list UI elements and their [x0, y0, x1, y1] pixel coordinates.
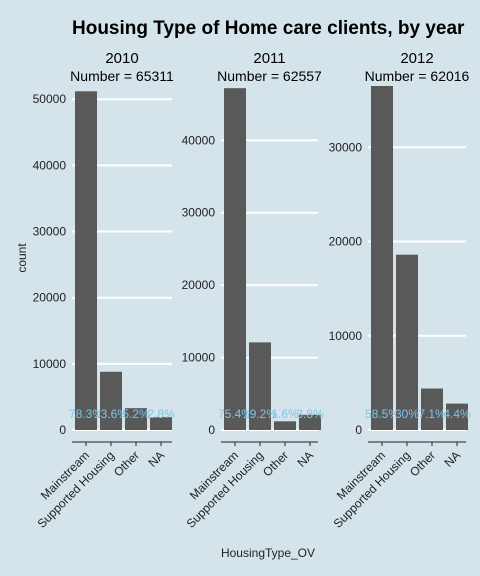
percent-label: 7.1%	[418, 407, 446, 421]
bar-other	[421, 388, 443, 430]
chart-title: Housing Type of Home care clients, by ye…	[72, 18, 465, 39]
y-tick-label: 10000	[33, 357, 67, 371]
chart-panels: 20100100002000030000400005000078.3%Mains…	[33, 50, 471, 531]
panel-subtitle: Number = 62557	[217, 68, 322, 84]
bar-other	[274, 421, 296, 430]
percent-label: 13.6%	[94, 407, 128, 421]
x-tick-label: Other	[260, 448, 291, 479]
y-tick-label: 10000	[329, 329, 363, 343]
y-tick-label: 30000	[329, 140, 363, 154]
bar-supported-housing	[249, 342, 271, 430]
y-tick-label: 50000	[33, 92, 67, 106]
x-tick-label: Other	[111, 448, 142, 479]
y-tick-label: 20000	[329, 235, 363, 249]
y-tick-label: 20000	[182, 278, 216, 292]
bar-supported-housing	[100, 371, 122, 430]
y-tick-label: 0	[355, 423, 362, 437]
panel-title: 2011	[253, 50, 285, 67]
y-tick-label: 40000	[182, 133, 216, 147]
percent-label: 4.4%	[443, 407, 471, 421]
percent-label: 19.2%	[243, 407, 277, 421]
bar-mainstream	[75, 91, 97, 431]
panel-subtitle: Number = 65311	[70, 68, 174, 84]
bar-supported-housing	[396, 254, 418, 430]
percent-label: 1.6%	[271, 407, 299, 421]
percent-label: 2.8%	[147, 407, 175, 421]
panel-title: 2010	[105, 50, 138, 67]
percent-label: 30%	[395, 407, 419, 421]
y-tick-label: 30000	[33, 225, 67, 239]
y-tick-label: 10000	[182, 351, 216, 365]
y-tick-label: 30000	[182, 206, 216, 220]
panel-subtitle: Number = 62016	[365, 68, 470, 84]
percent-label: 75.4%	[218, 407, 252, 421]
x-axis-title: HousingType_OV	[221, 546, 315, 560]
percent-label: 3.8%	[296, 407, 324, 421]
panel-2012: 2012010000200003000058.5%Mainstream30%Su…	[329, 50, 471, 531]
bar-mainstream	[224, 88, 246, 430]
bar-na	[446, 403, 468, 430]
y-tick-label: 0	[59, 423, 66, 437]
bar-mainstream	[371, 86, 393, 430]
y-tick-label: 0	[208, 423, 215, 437]
y-tick-label: 40000	[33, 158, 67, 172]
panel-title: 2012	[400, 50, 433, 67]
y-axis-title: count	[15, 243, 29, 273]
bar-na	[150, 417, 172, 430]
y-tick-label: 20000	[33, 291, 67, 305]
bar-na	[299, 414, 321, 430]
panel-2010: 20100100002000030000400005000078.3%Mains…	[33, 50, 175, 531]
x-tick-label: Other	[407, 448, 438, 479]
x-tick-label: NA	[145, 448, 167, 470]
bar-other	[125, 408, 147, 430]
x-tick-label: NA	[441, 448, 463, 470]
percent-label: 5.2%	[122, 407, 150, 421]
x-tick-label: NA	[294, 448, 316, 470]
percent-label: 58.5%	[365, 407, 399, 421]
panel-2011: 201101000020000300004000075.4%Mainstream…	[182, 50, 324, 531]
percent-label: 78.3%	[69, 407, 103, 421]
